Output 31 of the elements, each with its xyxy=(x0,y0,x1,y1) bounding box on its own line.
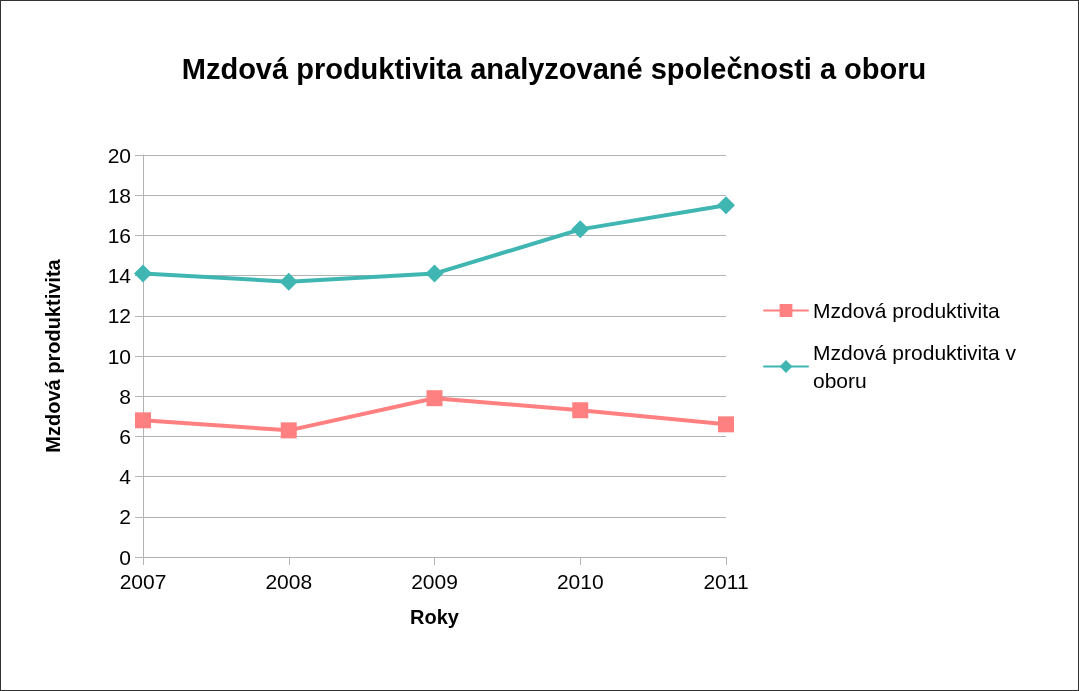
x-axis-title: Roky xyxy=(410,606,460,628)
y-tick-label: 12 xyxy=(107,304,131,328)
y-axis-title: Mzdová produktivita xyxy=(42,258,64,453)
point xyxy=(135,412,151,429)
y-tick-label: 2 xyxy=(119,505,131,529)
x-tick-label: 2009 xyxy=(411,570,458,593)
y-tick-label: 8 xyxy=(119,384,131,408)
y-tick-label: 4 xyxy=(119,465,132,489)
y-tick-label: 6 xyxy=(119,424,131,448)
point xyxy=(572,402,589,419)
point xyxy=(717,196,735,215)
y-tick-label: 10 xyxy=(107,344,131,368)
point xyxy=(280,422,297,439)
point xyxy=(718,416,734,433)
x-tick-label: 2011 xyxy=(703,570,749,593)
point xyxy=(134,264,152,283)
y-tick-label: 18 xyxy=(107,183,131,207)
legend-label: Mzdová produktivita v oboru xyxy=(813,341,1022,392)
legend-label: Mzdová produktivita xyxy=(813,299,1001,322)
point xyxy=(426,390,443,407)
chart-title: Mzdová produktivita analyzované společnosti a oboru xyxy=(181,52,927,85)
y-tick-label: 0 xyxy=(119,545,131,569)
y-tick-label: 16 xyxy=(107,223,131,247)
y-tick-label: 14 xyxy=(107,264,132,288)
x-tick-label: 2010 xyxy=(556,570,604,593)
x-tick-label: 2008 xyxy=(265,570,313,593)
x-tick-label: 2007 xyxy=(119,570,167,593)
point xyxy=(279,272,298,291)
point xyxy=(571,220,590,239)
point xyxy=(425,264,444,283)
y-tick-label: 20 xyxy=(107,143,131,167)
